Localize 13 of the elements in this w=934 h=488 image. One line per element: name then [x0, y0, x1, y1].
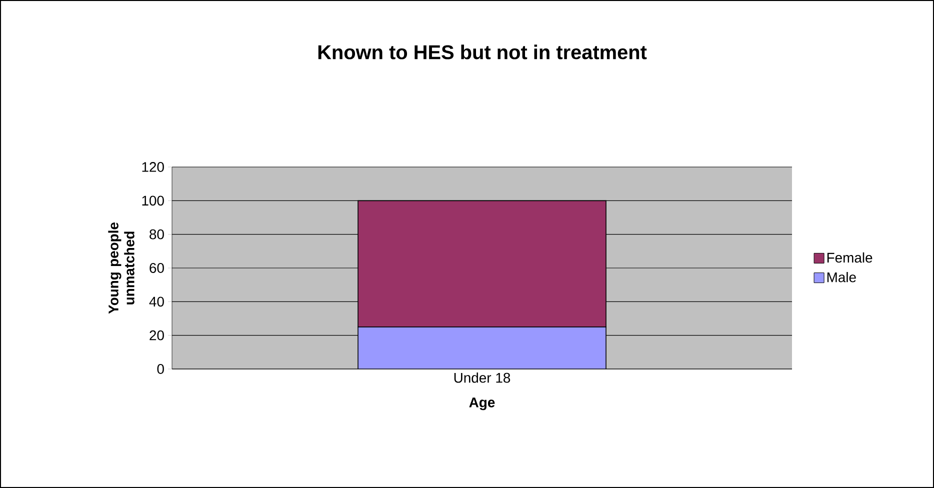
y-tick-label: 120 — [142, 162, 164, 172]
x-axis-title: Age — [469, 398, 495, 410]
y-tick-label: 100 — [142, 196, 164, 206]
legend-label: Female — [827, 252, 872, 263]
y-tick-label: 20 — [150, 330, 164, 340]
y-tick-label: 40 — [149, 296, 164, 307]
legend-label: Male — [827, 272, 856, 282]
chart-title: Known to HES but not in treatment — [318, 44, 647, 60]
y-tick-label: 0 — [157, 364, 164, 374]
y-tick-label: 80 — [150, 229, 164, 240]
x-tick-label: Under 18 — [454, 372, 510, 383]
y-tick-label: 60 — [150, 263, 164, 273]
y-axis-title: Young people unmatched — [108, 222, 134, 314]
